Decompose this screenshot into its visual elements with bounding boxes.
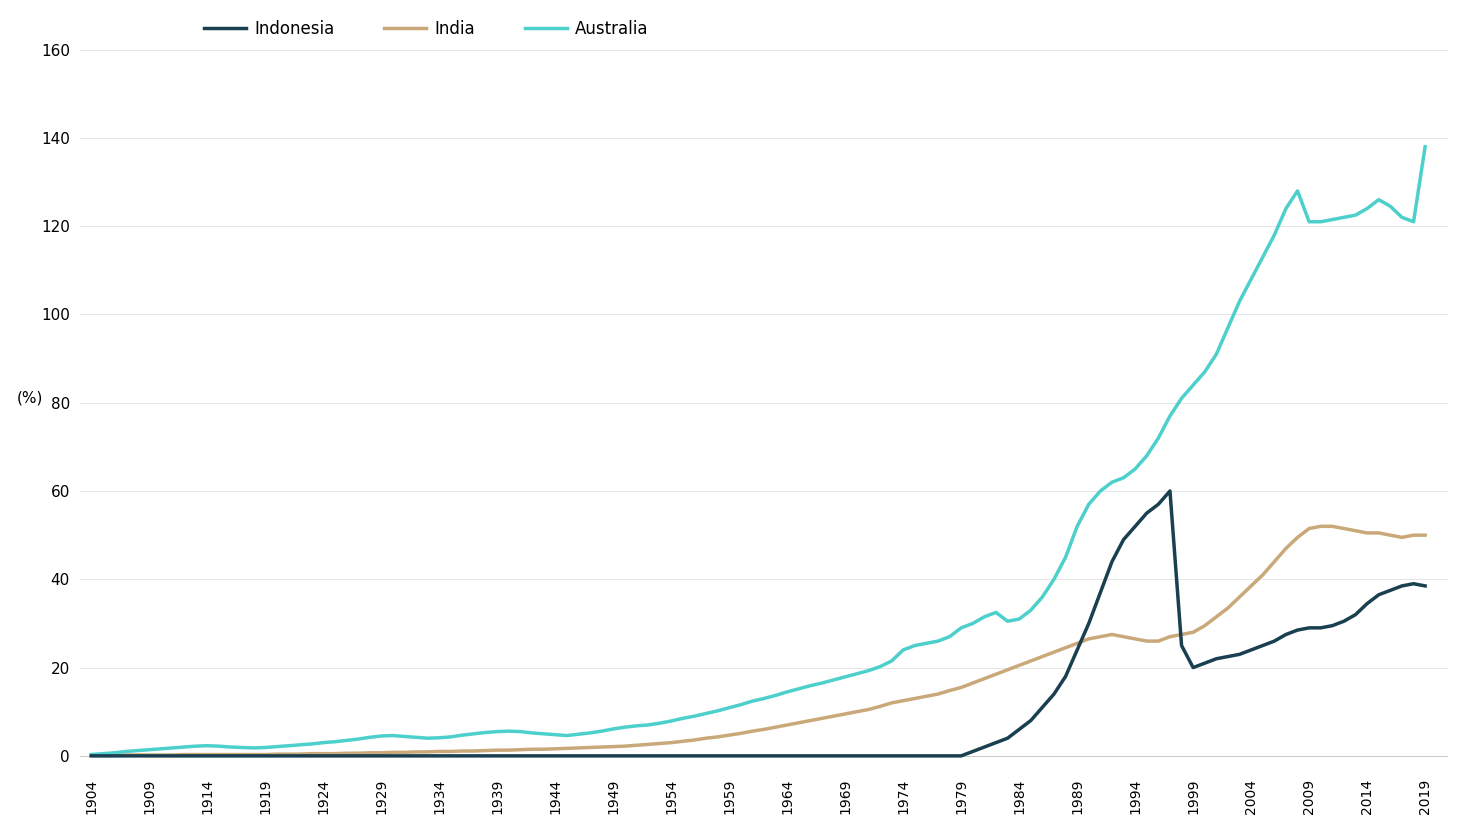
- India: [82, 750, 100, 760]
- India: [1195, 621, 1213, 631]
- Line: India: India: [91, 526, 1425, 755]
- India: [976, 674, 993, 684]
- Australia: [82, 750, 100, 760]
- India: [1313, 521, 1330, 531]
- Line: Australia: Australia: [91, 147, 1425, 755]
- Indonesia: [1323, 621, 1340, 631]
- Legend: Indonesia, India, Australia: Indonesia, India, Australia: [198, 13, 655, 45]
- Indonesia: [1162, 486, 1179, 496]
- Australia: [1417, 142, 1434, 152]
- India: [1162, 632, 1179, 642]
- Australia: [535, 729, 552, 739]
- Indonesia: [1417, 581, 1434, 591]
- India: [895, 696, 913, 706]
- Australia: [976, 612, 993, 622]
- Indonesia: [1173, 641, 1191, 651]
- Australia: [895, 645, 913, 655]
- Indonesia: [535, 751, 552, 761]
- Indonesia: [976, 742, 993, 752]
- Australia: [1313, 217, 1330, 227]
- India: [535, 745, 552, 755]
- Indonesia: [82, 751, 100, 761]
- Line: Indonesia: Indonesia: [91, 491, 1425, 756]
- Indonesia: [895, 751, 913, 761]
- Indonesia: [1207, 654, 1225, 664]
- India: [1323, 521, 1340, 531]
- Y-axis label: (%): (%): [16, 391, 42, 406]
- India: [1417, 530, 1434, 540]
- Australia: [1195, 366, 1213, 376]
- Australia: [1162, 411, 1179, 421]
